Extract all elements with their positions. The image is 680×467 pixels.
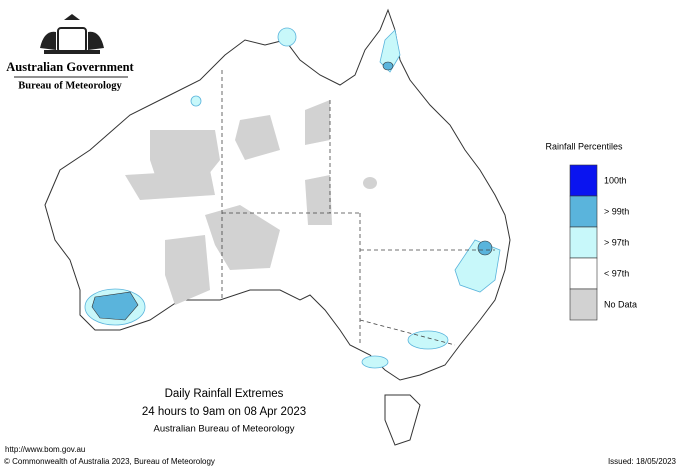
- legend: 100th > 99th > 97th < 97th No Data: [569, 164, 637, 321]
- legend-label: > 97th: [604, 237, 629, 247]
- legend-label: No Data: [604, 299, 637, 309]
- agency-name: Bureau of Meteorology: [18, 80, 122, 91]
- state-borders: [221, 70, 495, 346]
- tasmania: [384, 394, 421, 446]
- footer-issued: Issued: 18/05/2023: [608, 457, 677, 466]
- legend-label: < 97th: [604, 268, 629, 278]
- above-99th-areas: [91, 61, 493, 321]
- legend-label: 100th: [604, 175, 627, 185]
- caption-source: Australian Bureau of Meteorology: [154, 424, 295, 435]
- no-data-areas: [125, 100, 377, 305]
- legend-swatch: [569, 195, 598, 228]
- mainland: [44, 8, 511, 381]
- australia-map: [44, 8, 511, 446]
- legend-swatch: [569, 257, 598, 290]
- government-name: Australian Government: [6, 60, 134, 74]
- footer-url[interactable]: http://www.bom.gov.au: [5, 445, 85, 454]
- legend-title: Rainfall Percentiles: [545, 141, 623, 151]
- caption-period: 24 hours to 9am on 08 Apr 2023: [142, 406, 306, 418]
- legend-label: > 99th: [604, 206, 629, 216]
- crest: [40, 14, 104, 54]
- caption-title: Daily Rainfall Extremes: [165, 388, 284, 400]
- legend-swatch: [569, 288, 598, 321]
- footer-copyright: © Commonwealth of Australia 2023, Bureau…: [4, 457, 215, 466]
- legend-swatch: [569, 226, 598, 259]
- legend-swatch: [569, 164, 598, 197]
